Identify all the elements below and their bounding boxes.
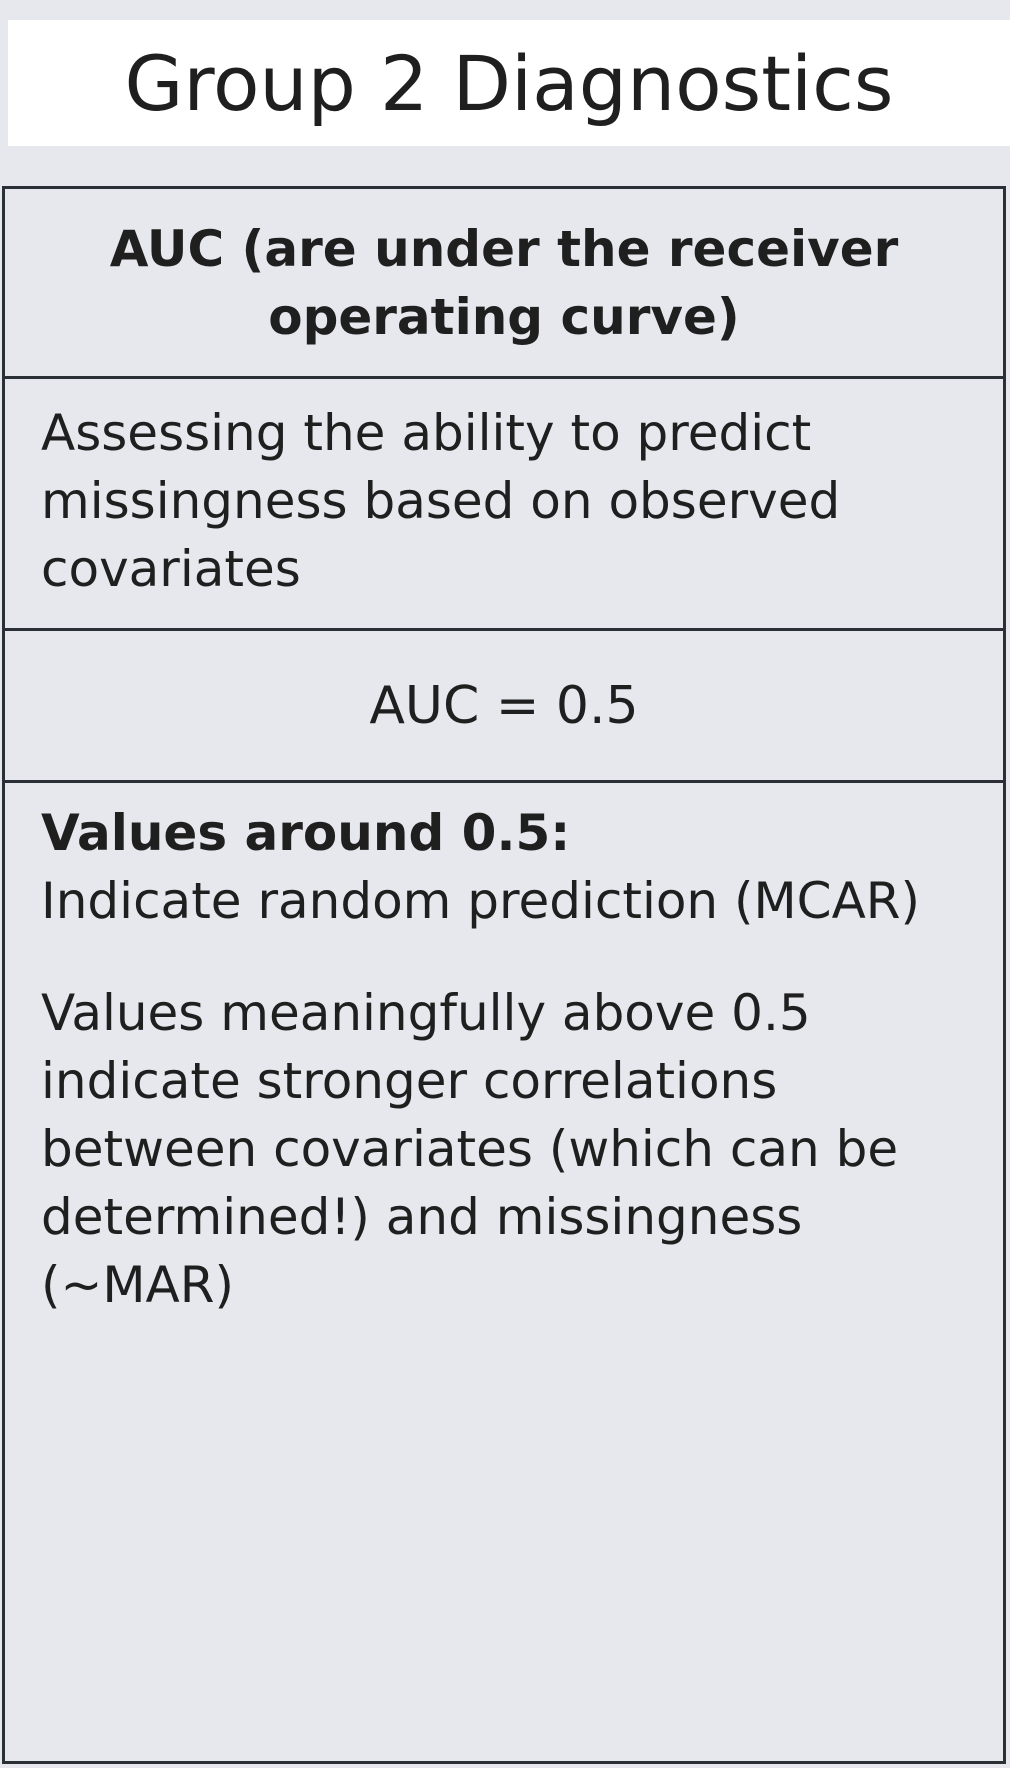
- interpretation-text-1: Indicate random prediction (MCAR): [41, 872, 921, 930]
- value-cell: AUC = 0.5: [5, 631, 1003, 783]
- interpretation-paragraph-1: Values around 0.5: Indicate random predi…: [41, 799, 967, 935]
- description-text: Assessing the ability to predict missing…: [41, 404, 841, 598]
- table-header-cell: AUC (are under the receiver operating cu…: [5, 189, 1003, 379]
- auc-value-text: AUC = 0.5: [369, 675, 639, 736]
- page-title: Group 2 Diagnostics: [124, 38, 894, 128]
- interpretation-cell: Values around 0.5: Indicate random predi…: [5, 783, 1003, 1761]
- description-cell: Assessing the ability to predict missing…: [5, 379, 1003, 631]
- table-header-text: AUC (are under the receiver operating cu…: [109, 219, 899, 346]
- interpretation-paragraph-2: Values meaningfully above 0.5 indicate s…: [41, 984, 899, 1314]
- title-box: Group 2 Diagnostics: [8, 20, 1010, 146]
- interpretation-label: Values around 0.5:: [41, 804, 571, 862]
- diagnostics-table: AUC (are under the receiver operating cu…: [2, 186, 1006, 1764]
